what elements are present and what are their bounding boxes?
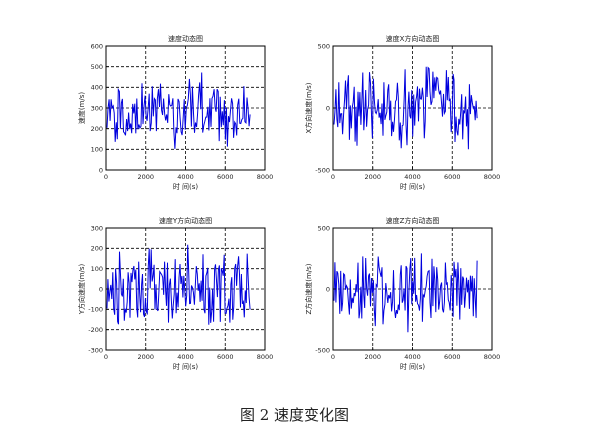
x-axis-label: 时 间(s) — [400, 182, 426, 191]
y-tick-label: 0 — [99, 166, 103, 174]
y-axis-label: Z方向速度(m/s) — [304, 263, 313, 314]
y-tick-label: 500 — [91, 63, 103, 71]
x-tick-label: 0 — [104, 353, 108, 361]
x-tick-label: 6000 — [444, 353, 461, 361]
y-tick-label: 500 — [318, 224, 330, 232]
chart-title: 速度X方向动态图 — [386, 34, 440, 43]
y-tick-label: 100 — [91, 265, 103, 273]
x-tick-label: 2000 — [364, 173, 381, 181]
series-line — [106, 72, 251, 149]
x-tick-label: 2000 — [137, 353, 154, 361]
x-axis-label: 时 间(s) — [400, 362, 426, 371]
y-tick-label: 400 — [91, 84, 103, 92]
x-tick-label: 8000 — [484, 173, 501, 181]
chart-panel-1: 0 2000 4000 6000 8000 0 100 200 300 400 500 600 速度动态… — [77, 34, 273, 191]
x-axis-label: 时 间(s) — [173, 362, 199, 371]
chart-title: 速度Y方向动态图 — [159, 216, 212, 225]
x-tick-label: 6000 — [217, 173, 234, 181]
y-axis-label: X方向速度(m/s) — [304, 82, 313, 133]
x-tick-label: 8000 — [257, 353, 274, 361]
series-line — [333, 253, 478, 333]
y-tick-label: 0 — [326, 285, 330, 293]
y-tick-label: 200 — [91, 245, 103, 253]
x-tick-label: 0 — [331, 173, 335, 181]
x-tick-label: 0 — [104, 173, 108, 181]
x-tick-label: 2000 — [364, 353, 381, 361]
x-tick-label: 4000 — [404, 173, 421, 181]
y-tick-label: 600 — [91, 42, 103, 50]
y-tick-label: 300 — [91, 104, 103, 112]
x-tick-label: 8000 — [257, 173, 274, 181]
y-axis-label: Y方向速度(m/s) — [77, 263, 86, 315]
y-tick-label: 0 — [326, 104, 330, 112]
x-tick-label: 6000 — [217, 353, 234, 361]
x-tick-label: 4000 — [404, 353, 421, 361]
chart-title: 速度Z方向动态图 — [386, 216, 440, 225]
chart-panel-3: 0 2000 4000 6000 8000 -300 -200 -100 0 100 200 300 速… — [77, 216, 273, 371]
y-tick-label: -100 — [88, 306, 103, 314]
x-axis-label: 时 间(s) — [173, 182, 199, 191]
x-tick-label: 4000 — [177, 353, 194, 361]
y-tick-label: -200 — [88, 326, 103, 334]
y-tick-label: -500 — [315, 166, 330, 174]
x-tick-label: 2000 — [137, 173, 154, 181]
y-tick-label: 200 — [91, 125, 103, 133]
y-tick-label: -300 — [88, 346, 103, 354]
x-tick-label: 4000 — [177, 173, 194, 181]
x-tick-label: 8000 — [484, 353, 501, 361]
series-line — [106, 244, 251, 325]
x-tick-label: 6000 — [444, 173, 461, 181]
series-line — [333, 66, 478, 150]
figure-caption: 图 2 速度变化图 — [239, 406, 350, 424]
y-tick-label: 300 — [91, 224, 103, 232]
y-tick-label: 0 — [99, 285, 103, 293]
y-tick-label: 500 — [318, 42, 330, 50]
y-tick-label: -500 — [315, 346, 330, 354]
x-tick-label: 0 — [331, 353, 335, 361]
chart-title: 速度动态图 — [168, 34, 203, 43]
y-axis-label: 速度(m/s) — [77, 92, 86, 125]
y-tick-label: 100 — [91, 146, 103, 154]
